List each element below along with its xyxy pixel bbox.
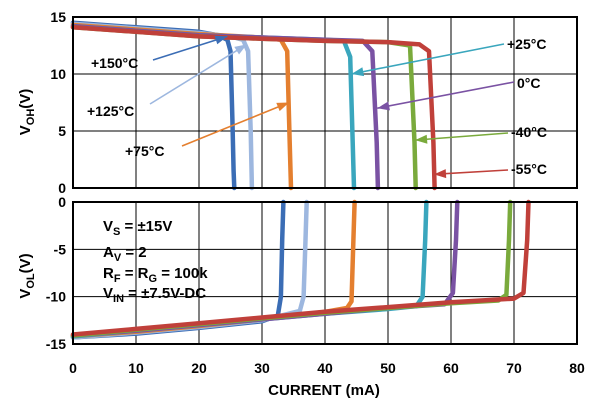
x-tick-label: 20 [191,360,207,376]
temp-arrow-line-6 [433,169,509,176]
temp-arrow-line-3 [351,43,505,75]
temp-label-m55: -55°C [511,161,547,177]
top-panel-series [70,20,437,191]
x-tick-label: 0 [69,360,77,376]
condition-av: AV = 2 [103,244,147,264]
x-axis-title: CURRENT (mA) [268,382,380,399]
temp-label-25: +25°C [507,36,546,52]
x-tick-label: 60 [443,360,459,376]
y-title-bottom-main: V [17,289,34,299]
temp-label-m40: -40°C [511,124,547,140]
panel-frame-bottom [72,201,578,345]
y-tick-label-bottom: -5 [54,241,67,257]
y-tick-label-top: 0 [58,180,66,196]
y-title-top-unit: (V) [17,89,34,109]
y-tick-label-top: 15 [50,9,66,25]
x-tick-label: 50 [380,360,396,376]
y-tick-label-top: 10 [50,66,66,82]
y-tick-label-bottom: 0 [58,194,66,210]
condition-vin: VIN = ±7.5V-DC [103,285,206,305]
condition-vs: VS = ±15V [103,218,172,238]
temp-arrow-line-2 [181,101,290,147]
series-line-bottom-6 [70,199,531,337]
series-line-top-6 [70,25,437,191]
y-tick-label-bottom: -15 [46,336,66,352]
temp-label-150: +150°C [91,55,138,71]
temp-label-125: +125°C [87,103,134,119]
y-tick-label-top: 5 [58,123,66,139]
x-tick-label: 80 [569,360,585,376]
temp-arrow-head-1 [234,44,247,55]
x-tick-label: 40 [317,360,333,376]
test-conditions: VS = ±15V AV = 2 RF = RG = 100k VIN = ±7… [103,218,208,305]
panel-frames [72,16,578,345]
y-title-top-sub: OH [25,109,37,126]
temp-label-0: 0°C [517,75,541,91]
temp-arrow-line-5 [415,132,509,141]
temp-arrow-line-1 [149,43,248,105]
temp-arrow-line-0 [152,35,228,61]
y-axis-title-top: VOH(V) [17,89,37,136]
temp-arrow-head-4 [377,101,390,111]
temp-arrow-head-0 [214,35,228,45]
y-title-top-main: V [17,125,34,135]
y-tick-label-bottom: -10 [46,289,66,305]
y-axis-title-bottom: VOL(V) [17,253,37,298]
y-title-bottom-unit: (V) [17,253,34,273]
temp-label-75: +75°C [125,143,164,159]
temperature-annotations: +150°C +125°C +75°C +25°C 0°C -40°C -55°… [87,36,547,177]
panel-frame-top [72,16,578,189]
temp-arrow-line-4 [377,81,515,109]
y-title-bottom-sub: OL [25,273,37,289]
temperature-arrows [149,35,515,179]
bottom-panel-series [70,199,531,340]
x-tick-label: 10 [128,360,144,376]
x-tick-label: 30 [254,360,270,376]
temp-arrow-head-3 [351,67,365,77]
temp-arrow-head-6 [433,169,447,179]
x-tick-label: 70 [506,360,522,376]
condition-rf-rg: RF = RG = 100k [103,265,208,285]
temp-arrow-head-2 [276,102,290,112]
temp-arrow-head-5 [415,134,428,144]
